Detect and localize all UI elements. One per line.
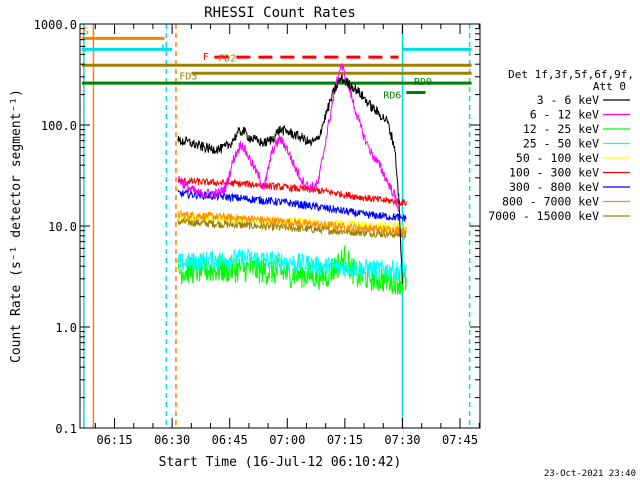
series-line-5 (177, 176, 407, 207)
y-tick-label-0: 0.1 (55, 422, 77, 436)
series-line-0 (177, 74, 403, 284)
flag-label-1: N (161, 43, 167, 54)
x-tick-label-4: 07:15 (327, 433, 363, 447)
series-line-6 (177, 188, 407, 222)
legend-label-6: 300 - 800 keV (509, 180, 599, 194)
legend-title: Det 1f,3f,5f,6f,9f, (508, 68, 634, 81)
flag-label-3: F (203, 52, 209, 63)
x-tick-label-0: 06:15 (96, 433, 132, 447)
y-axis: 0.1 1.0 10.0 100.0 1000.0 (34, 18, 480, 436)
y-tick-label-3: 100.0 (41, 119, 77, 133)
chart-title: RHESSI Count Rates (204, 5, 356, 21)
legend-label-5: 100 - 300 keV (509, 166, 599, 180)
series-line-3 (177, 248, 407, 282)
flag-label-6: RD0 (414, 77, 432, 88)
legend-subtitle: Att 0 (593, 80, 626, 93)
plot-area: S N F FD2 FD3 RD0 RD6 (81, 24, 472, 428)
x-tick-label-3: 07:00 (269, 433, 305, 447)
series-line-1 (177, 63, 400, 213)
x-axis: 06:15 06:30 06:45 07:00 07:15 07:30 07:45 (94, 24, 480, 447)
legend-label-1: 6 - 12 keV (530, 108, 599, 122)
x-axis-label: Start Time (16-Jul-12 06:10:42) (159, 455, 402, 470)
legend-label-3: 25 - 50 keV (523, 137, 599, 151)
x-tick-label-1: 06:30 (154, 433, 190, 447)
flag-label-4: FD2 (218, 53, 236, 64)
legend-label-0: 3 - 6 keV (537, 93, 599, 107)
legend-label-7: 800 - 7000 keV (502, 195, 599, 209)
flag-label-5: FD3 (179, 71, 197, 82)
x-tick-label-5: 07:30 (384, 433, 420, 447)
y-tick-label-1: 1.0 (55, 321, 77, 335)
series-line-7 (177, 209, 407, 236)
legend-label-4: 50 - 100 keV (516, 151, 599, 165)
y-axis-label: Count Rate (s⁻¹ detector segment⁻¹) (9, 89, 24, 363)
x-tick-label-6: 07:45 (442, 433, 478, 447)
x-tick-label-2: 06:45 (212, 433, 248, 447)
y-tick-label-4: 1000.0 (34, 18, 77, 32)
flag-label-7: RD6 (383, 90, 401, 101)
legend-label-8: 7000 - 15000 keV (488, 209, 599, 223)
footer-timestamp: 23-Oct-2021 23:40 (544, 469, 636, 479)
flag-label-0: S (83, 26, 89, 37)
legend-label-2: 12 - 25 keV (523, 122, 599, 136)
y-tick-label-2: 10.0 (48, 220, 77, 234)
